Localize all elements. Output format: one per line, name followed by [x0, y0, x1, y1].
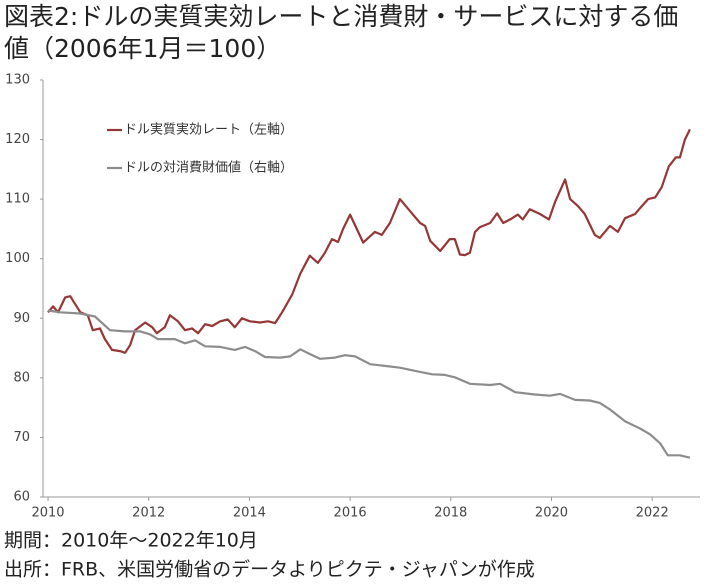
y-tick-label: 120	[5, 132, 30, 147]
note: 出所：FRB、米国労働省のデータよりピクテ・ジャパンが作成	[4, 559, 535, 581]
y-tick-label: 80	[13, 370, 30, 385]
chart-title: 図表2:ドルの実質実効レートと消費財・サービスに対する価	[4, 2, 678, 31]
y-tick-label: 100	[5, 251, 30, 266]
legend-label: ドル実質実効レート（左軸）	[124, 122, 293, 138]
x-tick-label: 2018	[434, 506, 467, 521]
x-tick-label: 2016	[334, 506, 367, 521]
series-line	[47, 128, 691, 354]
x-tick-label: 2012	[132, 506, 165, 521]
y-tick-label: 70	[13, 430, 30, 445]
y-tick-label: 60	[13, 490, 30, 505]
series-line	[47, 309, 691, 459]
y-tick-label: 130	[5, 73, 30, 88]
x-tick-label: 2014	[233, 506, 266, 521]
x-tick-label: 2022	[636, 506, 669, 521]
x-tick-label: 2020	[535, 506, 568, 521]
chart-title: 値（2006年1月＝100）	[4, 34, 281, 63]
legend-label: ドルの対消費財価値（右軸）	[124, 160, 293, 176]
x-tick-label: 2010	[31, 506, 64, 521]
note: 期間：2010年～2022年10月	[4, 530, 258, 552]
y-tick-label: 110	[5, 192, 30, 207]
y-tick-label: 90	[13, 311, 30, 326]
